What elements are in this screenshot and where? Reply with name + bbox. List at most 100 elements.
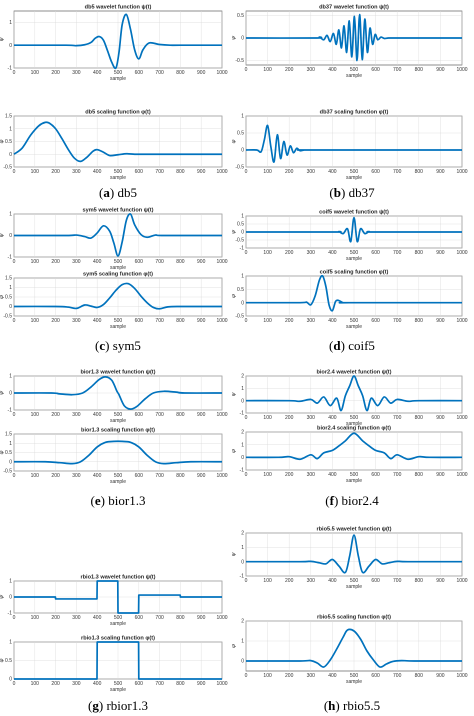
- y-tick-label: 0.5: [237, 13, 244, 19]
- chart-title: bior1.3 scaling function φ(t): [81, 428, 155, 434]
- y-axis-label: φ: [231, 449, 237, 453]
- x-tick-label: 300: [307, 472, 316, 478]
- x-tick-label: 300: [72, 473, 81, 479]
- x-tick-label: 800: [415, 250, 424, 256]
- y-axis-label: φ: [231, 139, 237, 143]
- x-tick-label: 600: [135, 681, 144, 687]
- y-tick-label: 0: [241, 455, 244, 461]
- x-tick-label: 100: [263, 318, 272, 324]
- x-tick-label: 800: [176, 473, 185, 479]
- chart-title: bior2.4 wavelet function ψ(t): [316, 370, 391, 376]
- chart-title: bior1.3 wavelet function ψ(t): [80, 370, 155, 376]
- y-tick-label: -0.5: [3, 314, 12, 320]
- x-tick-label: 500: [114, 169, 123, 175]
- x-tick-label: 1000: [216, 473, 227, 479]
- y-axis-label: ψ: [231, 35, 237, 40]
- x-tick-label: 900: [436, 67, 445, 73]
- y-tick-label: 0: [9, 391, 12, 397]
- x-tick-label: 900: [197, 681, 206, 687]
- chart-title: db5 scaling function φ(t): [85, 110, 151, 116]
- x-tick-label: 0: [13, 681, 16, 687]
- captions: (a) db5 (b) db37 (c) sym5 (d) coif5 (e) …: [88, 185, 380, 713]
- x-tick-label: 1000: [456, 415, 467, 421]
- x-tick-label: 400: [93, 169, 102, 175]
- x-tick-label: 0: [245, 67, 248, 73]
- bior24-wavelet-panel: 0 100 200 300 400 500 600 700 800 900 1000-1012bio…: [231, 370, 468, 428]
- y-tick-label: 0.5: [237, 287, 244, 293]
- series-line: [245, 274, 462, 312]
- x-axis-label: sample: [346, 421, 362, 427]
- bior13-wavelet-panel: 0 100 200 300 400 500 600 700 800 900 1000-101bior…: [0, 370, 228, 425]
- x-tick-label: 700: [393, 67, 402, 73]
- x-tick-label: 600: [135, 412, 144, 418]
- y-tick-label: -0.5: [3, 469, 12, 475]
- y-tick-label: 1: [9, 20, 12, 26]
- chart-title: coif5 scaling function φ(t): [320, 270, 389, 276]
- y-tick-label: -1: [8, 66, 13, 72]
- y-tick-label: 2: [241, 619, 244, 625]
- x-tick-label: 200: [51, 259, 60, 265]
- y-tick-label: 0: [241, 398, 244, 404]
- x-tick-label: 700: [393, 318, 402, 324]
- y-tick-label: -1: [240, 411, 245, 417]
- y-tick-label: 1: [9, 374, 12, 380]
- x-tick-label: 600: [371, 472, 380, 478]
- x-tick-label: 600: [135, 169, 144, 175]
- y-tick-label: 0.5: [5, 450, 12, 456]
- x-tick-label: 0: [245, 169, 248, 175]
- sym5-wavelet-panel: 0 100 200 300 400 500 600 700 800 900 1000-101sym5…: [0, 208, 228, 272]
- x-tick-label: 0: [13, 473, 16, 479]
- y-axis-label: ψ: [0, 390, 5, 395]
- x-tick-label: 600: [371, 415, 380, 421]
- y-tick-label: 2: [241, 430, 244, 436]
- y-tick-label: -1: [8, 611, 13, 617]
- x-tick-label: 1000: [456, 250, 467, 256]
- x-tick-label: 500: [114, 681, 123, 687]
- db37-scaling-panel: 0 100 200 300 400 500 600 700 800 900 1000-0.500.5…: [231, 110, 468, 182]
- rbio55-scaling-panel: 0 100 200 300 400 500 600 700 800 900 1000 0 1 2 rbio5…: [231, 615, 468, 686]
- x-tick-label: 500: [350, 318, 359, 324]
- y-axis-label: φ: [0, 295, 5, 299]
- y-tick-label: 1: [241, 442, 244, 448]
- x-tick-label: 200: [51, 318, 60, 324]
- x-tick-label: 0: [13, 318, 16, 324]
- y-tick-label: -0.5: [3, 165, 12, 171]
- x-tick-label: 0: [13, 70, 16, 76]
- x-tick-label: 100: [263, 250, 272, 256]
- y-axis-label: φ: [0, 658, 5, 662]
- y-tick-label: 1.5: [5, 114, 12, 120]
- series-line: [245, 13, 462, 62]
- x-axis-label: sample: [346, 175, 362, 181]
- x-tick-label: 300: [72, 70, 81, 76]
- series-line: [245, 375, 463, 412]
- y-tick-label: 1: [9, 285, 12, 291]
- x-tick-label: 500: [350, 472, 359, 478]
- rbio55-wavelet-panel: 0 100 200 300 400 500 600 700 800 900 1000-1012rbi…: [231, 527, 468, 591]
- series-line: [245, 216, 463, 243]
- x-tick-label: 500: [114, 259, 123, 265]
- y-axis-label: φ: [0, 139, 5, 143]
- x-tick-label: 700: [393, 578, 402, 584]
- x-tick-label: 200: [51, 412, 60, 418]
- x-tick-label: 400: [328, 250, 337, 256]
- x-tick-label: 400: [93, 412, 102, 418]
- series-line: [13, 440, 223, 465]
- bior24-scaling-panel: 0 100 200 300 400 500 600 700 800 900 1000-1012bio…: [231, 426, 468, 485]
- x-axis-label: sample: [110, 687, 126, 693]
- x-tick-label: 200: [51, 681, 60, 687]
- x-tick-label: 700: [393, 673, 402, 679]
- x-axis-label: sample: [110, 175, 126, 181]
- y-tick-label: 0: [9, 304, 12, 310]
- x-tick-label: 700: [155, 412, 164, 418]
- x-tick-label: 400: [328, 169, 337, 175]
- x-tick-label: 900: [197, 169, 206, 175]
- x-tick-label: 300: [72, 412, 81, 418]
- x-tick-label: 700: [393, 415, 402, 421]
- chart-title: rbio5.5 scaling function φ(t): [317, 615, 391, 621]
- x-tick-label: 100: [31, 169, 40, 175]
- x-tick-label: 700: [155, 473, 164, 479]
- x-tick-label: 700: [393, 169, 402, 175]
- y-tick-label: 1: [241, 639, 244, 645]
- x-axis-label: sample: [346, 478, 362, 484]
- x-tick-label: 1000: [216, 681, 227, 687]
